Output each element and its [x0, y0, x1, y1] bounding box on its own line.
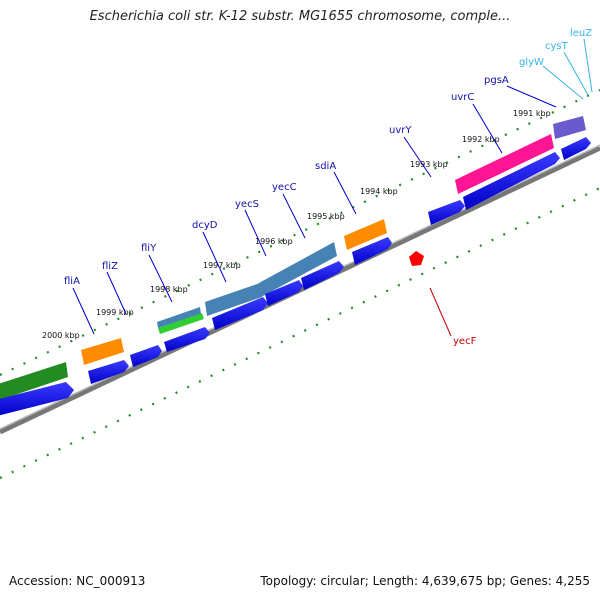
forward-gene-arrow [352, 237, 392, 265]
accession-text: Accession: NC_000913 [9, 574, 146, 588]
label-leader [403, 136, 432, 178]
forward-gene-arrow [212, 297, 268, 330]
kbp-label: 2000 kbp [42, 331, 80, 340]
kbp-label: 1994 kbp [360, 187, 398, 196]
kbp-label: 1998 kbp [150, 285, 188, 294]
gene-label[interactable]: yecC [272, 182, 297, 193]
gene-label[interactable]: fliY [141, 243, 157, 254]
forward-gene-arrow [0, 382, 74, 416]
green-feature [0, 362, 68, 400]
label-leader [542, 65, 584, 100]
kbp-label: 1993 kbp [410, 160, 448, 169]
kbp-label: 1995 kbp [307, 212, 345, 221]
kbp-label: 1997 kbp [203, 261, 241, 270]
gene-label[interactable]: yecS [235, 199, 259, 210]
steel-feature [205, 283, 262, 316]
gene-label[interactable]: sdiA [315, 161, 336, 172]
forward-gene-arrow [130, 345, 162, 367]
label-leader [583, 38, 593, 93]
forward-gene-arrow [301, 261, 344, 290]
gene-label[interactable]: fliZ [102, 261, 118, 272]
label-leader [563, 51, 589, 96]
label-leader [333, 171, 357, 215]
forward-gene-arrow [561, 137, 591, 160]
forward-gene-arrow [463, 152, 560, 210]
label-leader [202, 231, 227, 283]
gene-label[interactable]: fliA [64, 276, 80, 287]
steel-feature [157, 307, 201, 328]
label-leader [106, 271, 127, 315]
reverse-gene-label[interactable]: yecF [453, 336, 477, 347]
label-leader [506, 85, 557, 108]
inner-tick-row [0, 187, 600, 479]
purple-feature [553, 116, 586, 139]
trna-label[interactable]: cysT [545, 41, 569, 52]
label-leader [72, 287, 95, 335]
reverse-gene-marker [409, 251, 424, 266]
topology-stats-text: Topology: circular; Length: 4,639,675 bp… [260, 574, 590, 588]
map-title: Escherichia coli str. K-12 substr. MG165… [89, 9, 511, 24]
kbp-label: 1991 kbp [513, 109, 551, 118]
label-leader [148, 254, 173, 303]
orange-feature [81, 338, 124, 365]
label-leader [472, 103, 503, 154]
gene-label[interactable]: uvrC [451, 92, 474, 103]
forward-gene-arrow [428, 200, 465, 225]
forward-gene-arrow [88, 360, 129, 384]
kbp-label: 1992 kbp [462, 135, 500, 144]
gene-label[interactable]: dcyD [192, 220, 218, 231]
green-feature [158, 313, 204, 334]
trna-label[interactable]: glyW [519, 57, 544, 68]
label-leader [244, 209, 267, 257]
gene-label[interactable]: uvrY [389, 125, 412, 136]
forward-gene-arrow [164, 327, 210, 352]
outer-tick-row [0, 89, 600, 376]
orange-feature [344, 219, 387, 250]
forward-gene-arrow [265, 280, 303, 306]
pink-feature [455, 134, 554, 194]
kbp-label: 1996 kbp [255, 237, 293, 246]
label-leader [429, 287, 452, 337]
gene-label[interactable]: pgsA [484, 75, 509, 86]
label-leader [282, 193, 306, 239]
steel-feature [259, 242, 337, 297]
kbp-label: 1999 kbp [96, 308, 134, 317]
trna-label[interactable]: leuZ [570, 28, 592, 39]
